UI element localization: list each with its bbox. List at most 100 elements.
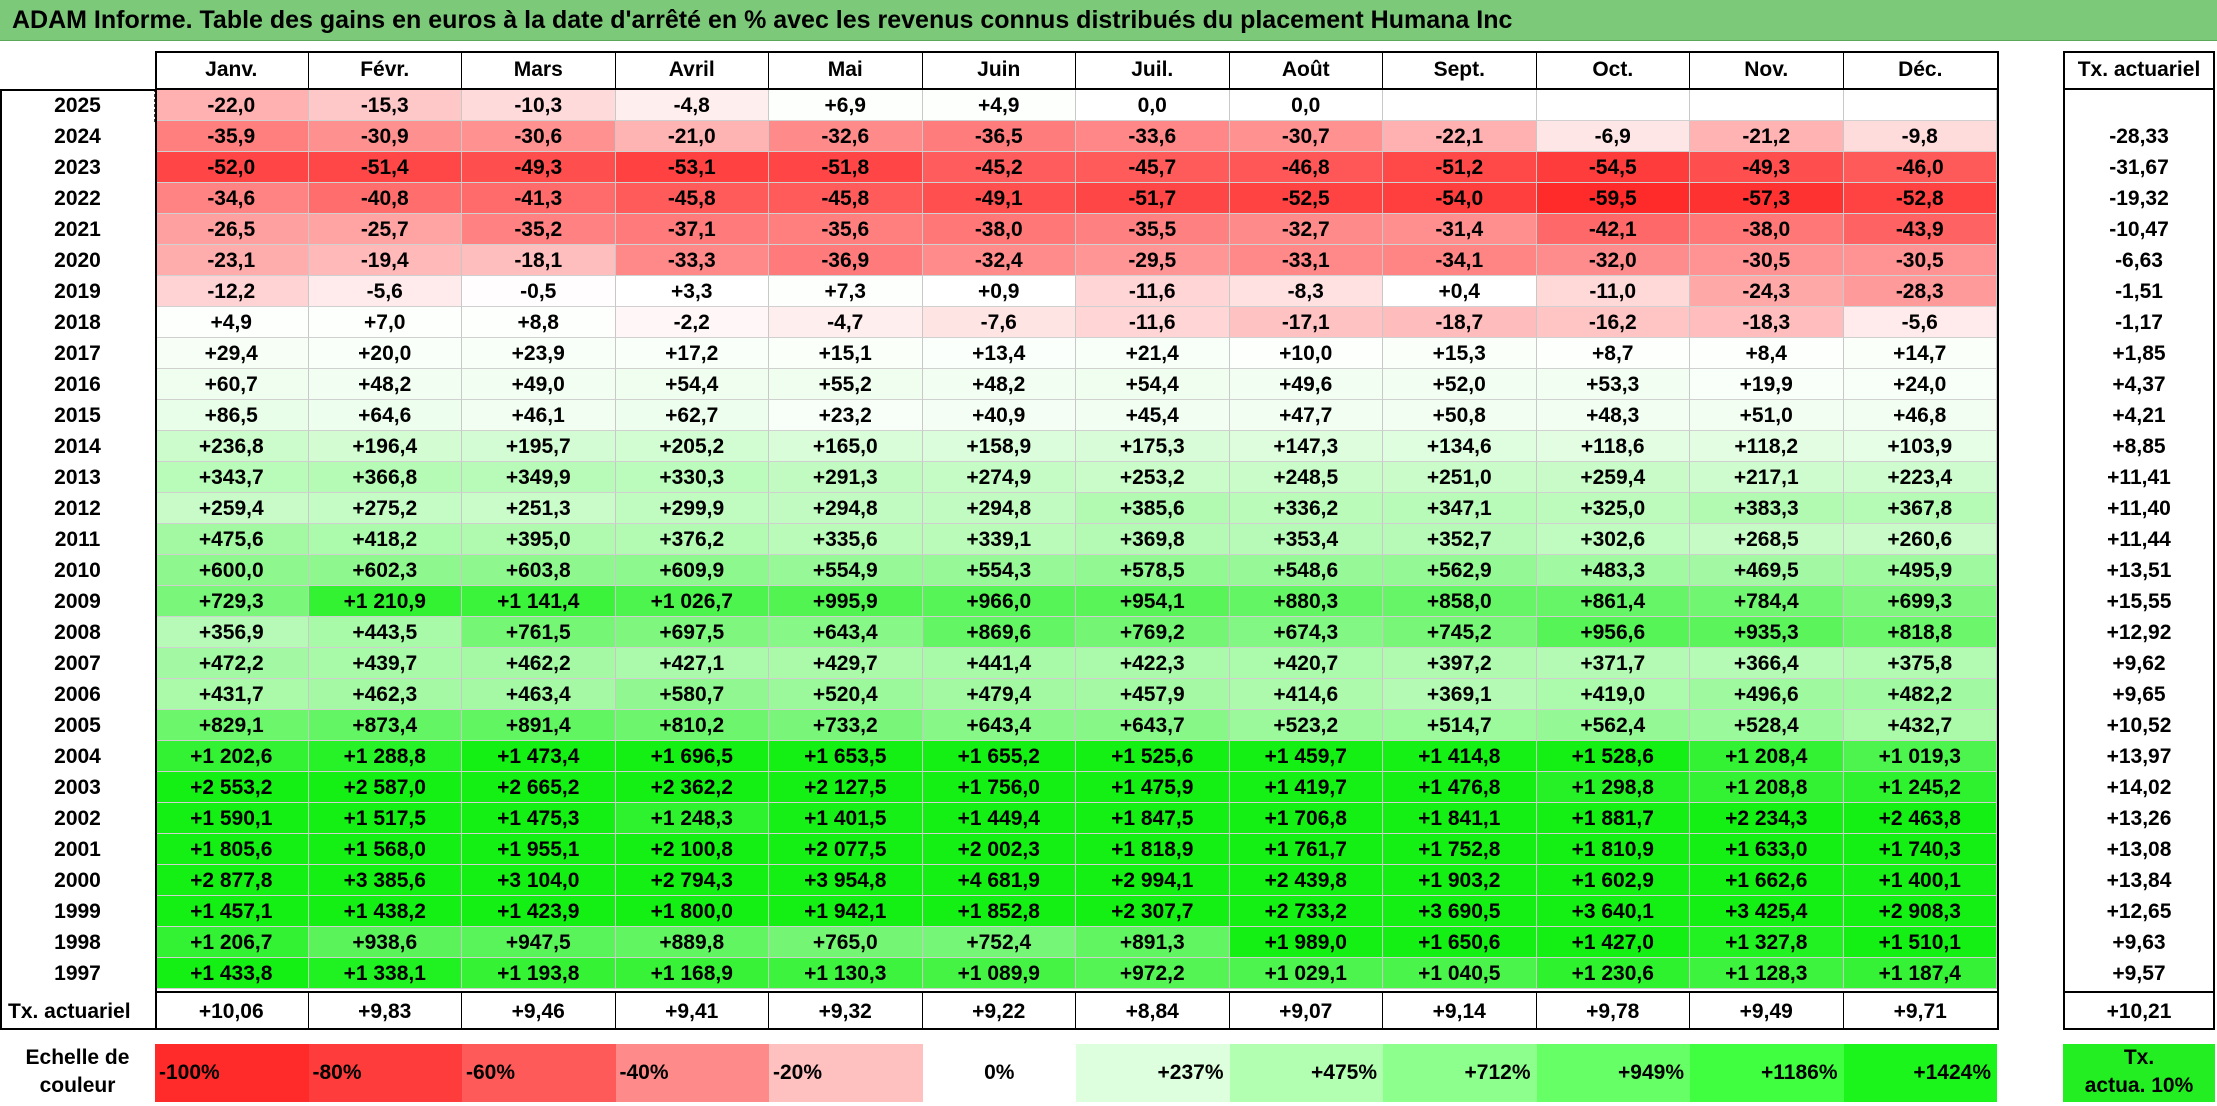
table-cell	[1690, 90, 1844, 121]
table-cell: +1 740,3	[1843, 834, 1997, 865]
row-rate-cell: +15,55	[2106, 590, 2172, 613]
table-cell: -59,5	[1536, 183, 1690, 214]
table-cell: +274,9	[922, 462, 1076, 493]
table-cell: -26,5	[155, 214, 309, 245]
scale-step: -80%	[308, 1044, 462, 1102]
row-rate-cell: +10,52	[2106, 714, 2172, 737]
table-cell: +972,2	[1076, 958, 1230, 989]
table-cell: +343,7	[155, 462, 309, 493]
table-cell: +1 756,0	[922, 772, 1076, 803]
table-cell: -52,8	[1843, 183, 1997, 214]
table-cell: +347,1	[1383, 493, 1537, 524]
table-cell: +1 208,4	[1690, 741, 1844, 772]
row-rate-cell: +11,44	[2107, 528, 2171, 551]
table-cell: +29,4	[155, 338, 309, 369]
table-cell: +21,4	[1076, 338, 1230, 369]
table-cell: +475,6	[155, 524, 309, 555]
table-cell: -30,9	[308, 121, 462, 152]
table-cell: +2 587,0	[308, 772, 462, 803]
table-cell: +439,7	[308, 648, 462, 679]
table-cell: +48,2	[308, 369, 462, 400]
table-cell: +2 994,1	[1076, 865, 1230, 896]
table-cell: +554,3	[922, 555, 1076, 586]
month-header: Mai	[769, 51, 923, 89]
row-rate-cell: +13,51	[2106, 559, 2172, 582]
table-cell: +429,7	[769, 648, 923, 679]
table-cell: -18,1	[462, 245, 616, 276]
row-year-label: 2004	[54, 745, 101, 768]
table-cell: +2 794,3	[615, 865, 769, 896]
table-cell	[1536, 90, 1690, 121]
table-cell: -4,8	[615, 90, 769, 121]
table-cell: +514,7	[1383, 710, 1537, 741]
table-cell: +259,4	[1536, 462, 1690, 493]
row-year-label: 1999	[54, 900, 101, 923]
table-cell: +752,4	[922, 927, 1076, 958]
table-cell: +20,0	[308, 338, 462, 369]
table-cell: +165,0	[769, 431, 923, 462]
table-cell: +443,5	[308, 617, 462, 648]
table-cell: -30,5	[1690, 245, 1844, 276]
row-rate-cell: +4,37	[2112, 373, 2166, 396]
table-cell: +422,3	[1076, 648, 1230, 679]
table-cell: -45,7	[1076, 152, 1230, 183]
table-cell: +196,4	[308, 431, 462, 462]
table-cell: -22,0	[154, 89, 310, 122]
footer-rate-cell: +9,46	[462, 993, 616, 1030]
table-cell: +349,9	[462, 462, 616, 493]
table-cell: +118,6	[1536, 431, 1690, 462]
table-cell: +462,3	[308, 679, 462, 710]
table-cell: -51,8	[769, 152, 923, 183]
table-cell: -16,2	[1536, 307, 1690, 338]
table-cell: +1 818,9	[1076, 834, 1230, 865]
table-cell: +7,3	[769, 276, 923, 307]
table-cell: +1 438,2	[308, 896, 462, 927]
table-cell: -30,6	[462, 121, 616, 152]
table-cell: +2 733,2	[1229, 896, 1383, 927]
table-cell: +294,8	[922, 493, 1076, 524]
table-cell: +2 100,8	[615, 834, 769, 865]
table-cell: +175,3	[1076, 431, 1230, 462]
table-cell: +1 696,5	[615, 741, 769, 772]
table-cell: +431,7	[155, 679, 309, 710]
table-cell: +1 568,0	[308, 834, 462, 865]
scale-rate-line: actua. 10%	[2084, 1074, 2194, 1097]
month-header: Mars	[462, 51, 616, 89]
table-cell: -32,0	[1536, 245, 1690, 276]
table-cell: +935,3	[1690, 617, 1844, 648]
table-cell: -33,3	[615, 245, 769, 276]
table-cell: +1 026,7	[615, 586, 769, 617]
month-header: Janv.	[155, 51, 309, 89]
table-cell: -32,4	[922, 245, 1076, 276]
table-cell: -0,5	[462, 276, 616, 307]
table-cell: +548,6	[1229, 555, 1383, 586]
table-cell: +134,6	[1383, 431, 1537, 462]
table-cell: +1 202,6	[155, 741, 309, 772]
scale-step: +1424%	[1843, 1044, 1997, 1102]
footer-rate-cell: +9,14	[1383, 993, 1537, 1030]
table-cell: +51,0	[1690, 400, 1844, 431]
table-cell: +1 942,1	[769, 896, 923, 927]
table-cell: +62,7	[615, 400, 769, 431]
table-cell: +784,4	[1690, 586, 1844, 617]
scale-label: Echelle de couleur	[0, 1044, 155, 1102]
table-cell: +3 640,1	[1536, 896, 1690, 927]
table-cell: +463,4	[462, 679, 616, 710]
table-cell: -35,9	[155, 121, 309, 152]
table-cell: -46,0	[1843, 152, 1997, 183]
table-cell: +371,7	[1536, 648, 1690, 679]
table-cell: +1 089,9	[922, 958, 1076, 989]
table-cell: +375,8	[1843, 648, 1997, 679]
table-cell: +395,0	[462, 524, 616, 555]
table-cell: +427,1	[615, 648, 769, 679]
table-cell: -11,6	[1076, 307, 1230, 338]
table-cell: +891,4	[462, 710, 616, 741]
table-cell: +495,9	[1843, 555, 1997, 586]
table-cell: +325,0	[1536, 493, 1690, 524]
table-cell: +1 473,4	[462, 741, 616, 772]
table-cell: +528,4	[1690, 710, 1844, 741]
table-cell: +880,3	[1229, 586, 1383, 617]
table-cell: +6,9	[769, 90, 923, 121]
table-cell: +294,8	[769, 493, 923, 524]
table-cell: +873,4	[308, 710, 462, 741]
